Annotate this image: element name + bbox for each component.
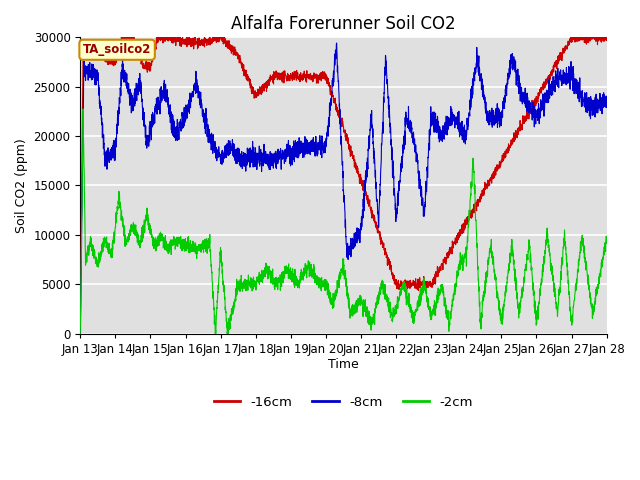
- Title: Alfalfa Forerunner Soil CO2: Alfalfa Forerunner Soil CO2: [231, 15, 456, 33]
- Legend: -16cm, -8cm, -2cm: -16cm, -8cm, -2cm: [209, 391, 478, 414]
- Y-axis label: Soil CO2 (ppm): Soil CO2 (ppm): [15, 138, 28, 233]
- X-axis label: Time: Time: [328, 359, 359, 372]
- Text: TA_soilco2: TA_soilco2: [83, 43, 151, 56]
